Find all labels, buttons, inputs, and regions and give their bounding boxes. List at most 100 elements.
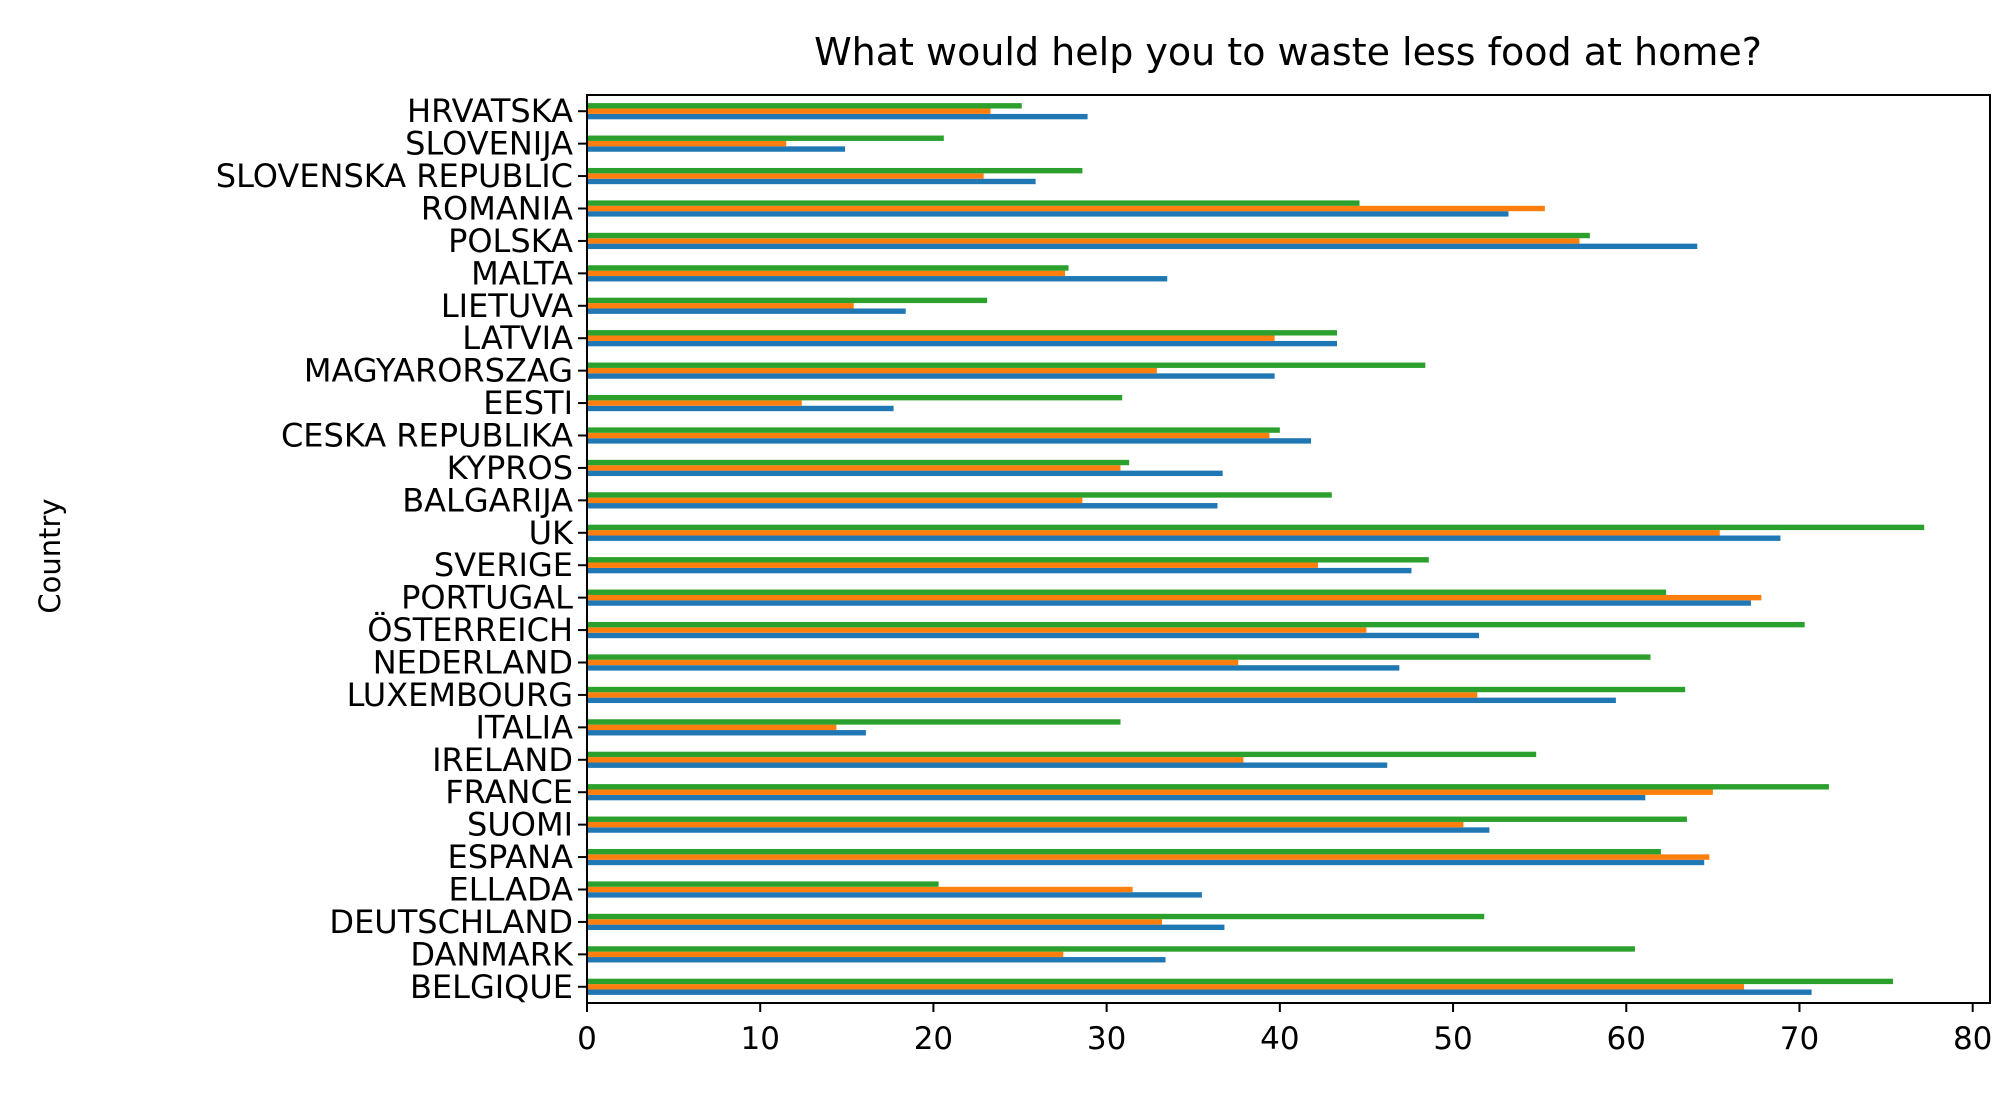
bar xyxy=(587,589,1667,595)
bar xyxy=(587,621,1805,628)
chart-title: What would help you to waste less food a… xyxy=(814,30,1762,74)
category-label: MALTA xyxy=(471,254,573,292)
bar xyxy=(587,957,1166,963)
bar xyxy=(587,335,1275,341)
bar xyxy=(587,719,1121,725)
bar xyxy=(587,881,939,887)
x-axis-ticks: 0 10 20 30 40 50 60 70 80 xyxy=(577,1003,1992,1057)
bar xyxy=(587,362,1426,368)
bar xyxy=(587,270,1066,277)
bar xyxy=(587,308,906,314)
bar xyxy=(587,113,1088,120)
bar xyxy=(587,535,1781,541)
bar xyxy=(587,632,1480,639)
bar xyxy=(587,789,1713,795)
bar xyxy=(587,946,1635,952)
bar xyxy=(587,367,1157,374)
bars-group xyxy=(587,103,1925,995)
category-label: ÖSTERREICH xyxy=(367,611,573,649)
category-label: DANMARK xyxy=(410,935,574,973)
bar xyxy=(587,697,1616,704)
bar xyxy=(587,794,1646,801)
bar xyxy=(587,724,837,731)
bar xyxy=(587,108,991,114)
category-label: EESTI xyxy=(483,384,573,422)
category-label: NEDERLAND xyxy=(373,644,573,682)
bar xyxy=(587,854,1710,860)
bar xyxy=(587,989,1812,995)
bar xyxy=(587,859,1705,866)
bar xyxy=(587,562,1318,568)
bar xyxy=(587,205,1545,212)
bar xyxy=(587,173,984,179)
category-label: FRANCE xyxy=(445,773,573,811)
bar xyxy=(587,730,866,736)
bar xyxy=(587,913,1485,920)
category-label: ESPANA xyxy=(448,838,574,876)
bar xyxy=(587,827,1490,833)
bar xyxy=(587,886,1133,893)
bar xyxy=(587,784,1829,790)
bar xyxy=(587,373,1275,379)
category-label: POLSKA xyxy=(448,222,573,260)
y-axis-ticks: BELGIQUEDANMARKDEUTSCHLANDELLADAESPANASU… xyxy=(216,92,587,1006)
bar xyxy=(587,951,1064,958)
bar xyxy=(587,816,1687,822)
bar xyxy=(587,276,1168,282)
bar xyxy=(587,848,1661,855)
x-tick-label: 80 xyxy=(1953,1021,1992,1057)
bar xyxy=(587,665,1400,671)
bar xyxy=(587,757,1244,763)
category-label: SLOVENIJA xyxy=(405,125,573,163)
bar xyxy=(587,330,1337,336)
bar xyxy=(587,394,1123,401)
bar xyxy=(587,762,1388,768)
category-label: LATVIA xyxy=(462,319,573,357)
bar xyxy=(587,438,1312,444)
x-tick-label: 60 xyxy=(1607,1021,1646,1057)
bar xyxy=(587,821,1464,828)
bar xyxy=(587,751,1537,758)
x-tick-label: 20 xyxy=(914,1021,953,1057)
category-label: LIETUVA xyxy=(441,287,573,325)
bar xyxy=(587,135,944,141)
bar xyxy=(587,627,1367,633)
bar xyxy=(587,459,1130,466)
bar xyxy=(587,297,988,304)
x-tick-label: 0 xyxy=(577,1021,597,1057)
bar xyxy=(587,654,1651,660)
category-label: BALGARIJA xyxy=(402,481,573,519)
bar xyxy=(587,686,1686,693)
category-label: SVERIGE xyxy=(434,546,573,584)
bar xyxy=(587,892,1202,898)
bar xyxy=(587,567,1412,574)
x-tick-label: 40 xyxy=(1260,1021,1299,1057)
category-label: UK xyxy=(529,514,574,552)
category-label: ROMANIA xyxy=(421,190,573,228)
bar xyxy=(587,265,1069,271)
category-label: BELGIQUE xyxy=(410,968,573,1006)
category-label: ELLADA xyxy=(449,871,574,909)
y-axis-label: Country xyxy=(33,498,67,613)
bar xyxy=(587,919,1163,925)
category-label: IRELAND xyxy=(432,741,573,779)
category-label: SLOVENSKA REPUBLIC xyxy=(216,157,573,195)
category-label: LUXEMBOURG xyxy=(347,676,573,714)
bar xyxy=(587,405,894,412)
bar xyxy=(587,167,1083,174)
bar xyxy=(587,497,1083,504)
bar xyxy=(587,303,854,309)
bar xyxy=(587,232,1590,239)
bar xyxy=(587,600,1751,606)
x-tick-label: 50 xyxy=(1433,1021,1472,1057)
bar xyxy=(587,427,1280,433)
category-label: SUOMI xyxy=(467,806,573,844)
category-label: KYPROS xyxy=(447,449,573,487)
bar xyxy=(587,492,1332,498)
bar xyxy=(587,200,1360,206)
bar xyxy=(587,978,1894,985)
bar xyxy=(587,503,1218,509)
bar xyxy=(587,465,1121,471)
bar xyxy=(587,924,1225,931)
